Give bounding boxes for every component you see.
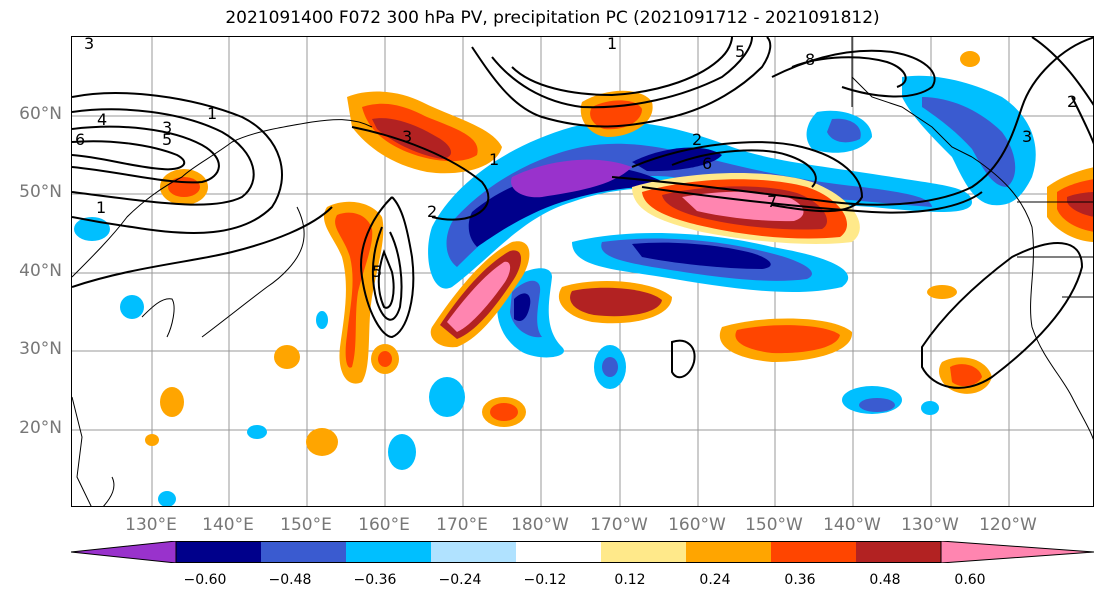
colorbar-segment (601, 541, 686, 563)
pv-label: 3 (402, 127, 412, 146)
lon-label: 170°W (590, 515, 648, 535)
pv-label: 1 (96, 198, 106, 217)
pv-label: 2 (427, 202, 437, 221)
pv-label: 4 (97, 110, 107, 129)
lat-label: 30°N (19, 339, 62, 359)
pv-contour-labels: 3 4 6 5 1 1 3 5 2 3 1 2 6 7 1 5 2 8 3 (75, 37, 1077, 281)
precip-anomalies (74, 51, 1093, 506)
lon-label: 160°E (358, 515, 410, 535)
pv-label: 3 (1022, 127, 1032, 146)
colorbar-segment (516, 541, 601, 563)
colorbar-segment (346, 541, 431, 563)
coastlines (72, 37, 1093, 506)
colorbar-segment (771, 541, 856, 563)
pv-label: 5 (735, 42, 745, 61)
colorbar-tick-label: 0.36 (784, 572, 816, 588)
pv-label: 7 (767, 192, 777, 211)
lon-label: 140°W (823, 515, 881, 535)
lon-label: 130°W (901, 515, 959, 535)
lon-label: 150°W (745, 515, 803, 535)
lon-label: 140°E (202, 515, 254, 535)
lon-label: 150°E (280, 515, 332, 535)
pv-label: 1 (489, 150, 499, 169)
colorbar-tick-label: 0.12 (614, 572, 646, 588)
colorbar-tick-label: −0.24 (438, 572, 482, 588)
lon-label: 160°W (668, 515, 726, 535)
pv-label: 1 (607, 37, 617, 53)
pv-label: 3 (162, 118, 172, 137)
pv-label: 5 (372, 262, 382, 281)
colorbar-tick-label: 0.48 (869, 572, 901, 588)
colorbar-tick-label: −0.48 (268, 572, 312, 588)
lon-label: 120°W (979, 515, 1037, 535)
lat-label: 40°N (19, 261, 62, 281)
lon-label: 130°E (125, 515, 177, 535)
pv-label: 2 (1067, 92, 1077, 111)
pv-label: 5 (162, 130, 172, 149)
colorbar-tick-label: −0.36 (353, 572, 397, 588)
pv-contours (72, 37, 1093, 389)
colorbar-segment (686, 541, 771, 563)
lon-label: 170°E (436, 515, 488, 535)
pv-label: 3 (84, 37, 94, 53)
colorbar-segment (261, 541, 346, 563)
pv-label: 1 (207, 104, 217, 123)
map-title: 2021091400 F072 300 hPa PV, precipitatio… (225, 8, 880, 28)
colorbar-segment (71, 541, 177, 563)
colorbar-tick-label: 0.24 (699, 572, 731, 588)
lat-label: 20°N (19, 418, 62, 438)
pv-precip-map: 3 4 6 5 1 1 3 5 2 3 1 2 6 7 1 5 2 8 3 (72, 37, 1093, 506)
lon-label: 180°W (511, 515, 569, 535)
colorbar-tick-label: −0.12 (523, 572, 567, 588)
colorbar-segment (940, 541, 1094, 563)
map-panel: 3 4 6 5 1 1 3 5 2 3 1 2 6 7 1 5 2 8 3 (71, 36, 1094, 507)
pv-label: 8 (805, 50, 815, 69)
pv-label: 2 (692, 130, 702, 149)
pv-label: 6 (75, 130, 85, 149)
pv-label: 6 (702, 154, 712, 173)
colorbar-segment (431, 541, 516, 563)
colorbar-tick-label: 0.60 (954, 572, 986, 588)
colorbar-segment (856, 541, 941, 563)
colorbar-segment (176, 541, 261, 563)
lat-label: 50°N (19, 182, 62, 202)
colorbar (71, 541, 1094, 563)
colorbar-tick-label: −0.60 (183, 572, 227, 588)
lat-label: 60°N (19, 104, 62, 124)
